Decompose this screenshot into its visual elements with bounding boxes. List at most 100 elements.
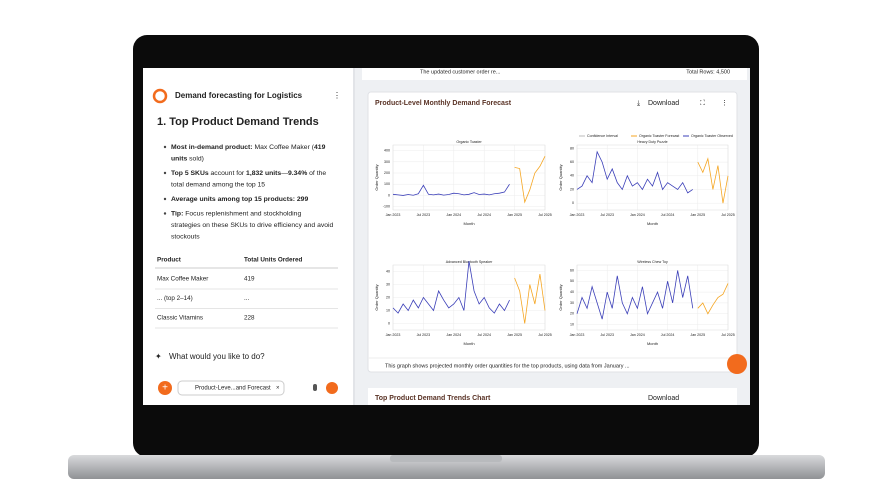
bullet-line: units sold) xyxy=(171,155,204,162)
y-tick-label: 0 xyxy=(388,321,390,325)
download-button[interactable]: Download xyxy=(648,100,679,107)
top-strip xyxy=(362,68,747,80)
x-tick-label: Jan 2024 xyxy=(446,333,461,337)
legend-label: Organic Toaster Observed xyxy=(691,134,733,138)
x-tick-label: Jan 2023 xyxy=(570,213,585,217)
text-segment: Max Coffee Maker ( xyxy=(253,144,315,151)
table-cell: Max Coffee Maker xyxy=(157,276,208,283)
series-line xyxy=(697,157,729,204)
download-icon: ⤓ xyxy=(637,100,640,107)
x-tick-label: Jan 2023 xyxy=(386,333,401,337)
notch xyxy=(390,455,502,462)
legend-label: Organic Toaster Forecast xyxy=(639,134,679,138)
y-tick-label: -100 xyxy=(383,205,390,209)
x-axis-label: Month xyxy=(647,341,658,346)
chart-title: Organic Toaster xyxy=(456,140,482,144)
bullet-dot xyxy=(163,145,167,149)
plot-frame xyxy=(576,264,729,331)
chip-close[interactable]: × xyxy=(276,386,280,392)
add-button[interactable] xyxy=(158,381,172,395)
x-axis-label: Month xyxy=(463,341,474,346)
card-title: Product-Level Monthly Demand Forecast xyxy=(375,100,512,107)
mic-icon[interactable] xyxy=(313,384,317,391)
series-line xyxy=(392,261,510,314)
text-segment: Average units among top 15 products: 299 xyxy=(171,196,308,203)
heading: 1. Top Product Demand Trends xyxy=(157,116,319,128)
help-button[interactable] xyxy=(727,354,747,374)
x-tick-label: Jan 2025 xyxy=(690,213,705,217)
bullet-line: Average units among top 15 products: 299 xyxy=(171,196,308,203)
text-segment: strategies on these SKUs to drive effici… xyxy=(171,222,334,229)
y-tick-label: 80 xyxy=(570,146,574,150)
text-segment: Tip: xyxy=(171,210,183,217)
table-cell: ... (top 2–14) xyxy=(157,295,193,302)
menu-icon[interactable]: ⋮ xyxy=(333,91,341,100)
series-line xyxy=(697,283,729,315)
table-header: Product xyxy=(157,257,182,264)
x-tick-label: Jul 2025 xyxy=(721,213,735,217)
y-axis-label: Order Quantity xyxy=(374,164,379,190)
series-line xyxy=(576,270,694,320)
y-tick-label: 60 xyxy=(570,268,574,272)
text-segment: Top 5 SKUs xyxy=(171,170,209,177)
divider xyxy=(353,68,355,405)
app-title: Demand forecasting for Logistics xyxy=(175,91,303,100)
y-tick-label: 200 xyxy=(384,171,390,175)
download-button-2[interactable]: Download xyxy=(648,395,679,402)
input-placeholder[interactable]: What would you like to do? xyxy=(169,352,265,361)
text-segment: stockouts xyxy=(171,233,200,240)
x-tick-label: Jan 2023 xyxy=(386,213,401,217)
text-segment: Focus replenishment and stockholding xyxy=(183,210,301,217)
x-tick-label: Jan 2025 xyxy=(690,333,705,337)
card-menu[interactable]: ⋮ xyxy=(721,100,728,107)
text-segment: units xyxy=(171,155,187,162)
y-tick-label: 50 xyxy=(570,279,574,283)
sparkle-icon: ✦ xyxy=(155,352,162,361)
series-line xyxy=(576,150,693,194)
y-tick-label: 0 xyxy=(388,193,390,197)
x-axis-label: Month xyxy=(463,221,474,226)
add-icon: + xyxy=(162,383,168,394)
y-axis-label: Order Quantity xyxy=(374,284,379,310)
chart-title: Wireless Chew Toy xyxy=(637,260,668,264)
x-tick-label: Jul 2024 xyxy=(661,333,675,337)
series-line xyxy=(514,156,546,204)
y-tick-label: 300 xyxy=(384,160,390,164)
text-segment: total demand among the top 15 xyxy=(171,181,265,188)
bullet-line: Tip: Focus replenishment and stockholdin… xyxy=(171,210,301,217)
x-tick-label: Jul 2024 xyxy=(661,213,675,217)
x-tick-label: Jan 2024 xyxy=(630,333,645,337)
text-segment: 9.34% xyxy=(288,170,307,177)
table-cell: ... xyxy=(244,295,249,302)
y-tick-label: 10 xyxy=(570,323,574,327)
chart-card-2 xyxy=(368,388,737,405)
y-tick-label: 20 xyxy=(570,187,574,191)
chart-title: Heavy Duty Puzzle xyxy=(637,140,667,144)
y-tick-label: 40 xyxy=(570,174,574,178)
send-button[interactable] xyxy=(326,382,338,394)
y-tick-label: 100 xyxy=(384,182,390,186)
series-line xyxy=(392,184,510,196)
text-segment: — xyxy=(281,170,288,177)
x-tick-label: Jul 2025 xyxy=(721,333,735,337)
table-cell: 419 xyxy=(244,276,255,283)
series-line xyxy=(514,274,546,324)
y-axis-label: Order Quantity xyxy=(558,284,563,310)
bullet-dot xyxy=(163,212,167,215)
chip[interactable] xyxy=(177,380,285,396)
x-tick-label: Jan 2024 xyxy=(630,213,645,217)
x-tick-label: Jan 2025 xyxy=(507,213,522,217)
plot-frame xyxy=(392,144,546,211)
y-axis-label: Order Quantity xyxy=(558,164,563,190)
x-tick-label: Jan 2024 xyxy=(446,213,461,217)
text-segment: 419 xyxy=(314,144,326,151)
x-tick-label: Jan 2025 xyxy=(507,333,522,337)
x-tick-label: Jul 2023 xyxy=(600,333,614,337)
legend-label: Confidence Interval xyxy=(587,134,618,138)
y-tick-label: 20 xyxy=(386,295,390,299)
expand-icon[interactable]: ⛶ xyxy=(700,99,705,107)
bullet-dot xyxy=(163,171,167,175)
text-segment: Most in-demand product: xyxy=(171,144,253,151)
